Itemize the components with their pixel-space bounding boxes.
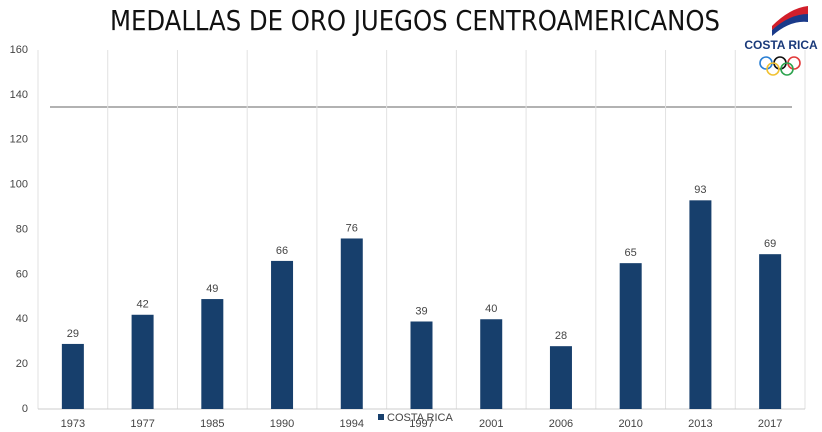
bar	[201, 299, 224, 409]
bar	[759, 254, 782, 409]
data-label: 65	[625, 247, 637, 259]
y-tick-label: 160	[10, 44, 28, 56]
data-label: 39	[415, 305, 427, 317]
y-tick-label: 40	[16, 313, 28, 325]
y-tick-label: 140	[10, 89, 28, 101]
x-tick-label: 1997	[409, 418, 433, 430]
x-tick-label: 2010	[618, 418, 642, 430]
bar	[131, 314, 154, 409]
data-label: 76	[346, 222, 358, 234]
data-label: 28	[555, 330, 567, 342]
data-label: 42	[136, 299, 148, 311]
x-tick-label: 1985	[200, 418, 224, 430]
bar	[480, 319, 503, 409]
x-tick-label: 2013	[688, 418, 712, 430]
x-tick-label: 2006	[549, 418, 573, 430]
bar	[410, 321, 433, 409]
x-tick-label: 1990	[270, 418, 294, 430]
x-tick-label: 2017	[758, 418, 782, 430]
data-label: 66	[276, 245, 288, 257]
bar	[619, 263, 642, 409]
y-tick-label: 80	[16, 223, 28, 235]
x-tick-label: 1994	[340, 418, 364, 430]
y-tick-label: 60	[16, 268, 28, 280]
bar	[61, 343, 84, 409]
logo	[759, 6, 808, 76]
legend-swatch	[378, 414, 384, 420]
legend-label: COSTA RICA	[387, 412, 453, 424]
x-tick-label: 2001	[479, 418, 503, 430]
y-tick-label: 100	[10, 179, 28, 191]
x-tick-label: 1973	[61, 418, 85, 430]
chart-title: MEDALLAS DE ORO JUEGOS CENTROAMERICANOS	[110, 4, 720, 37]
data-label: 29	[67, 328, 79, 340]
bar	[549, 346, 572, 409]
data-label: 69	[764, 238, 776, 250]
bar	[340, 238, 363, 409]
data-label: 40	[485, 303, 497, 315]
y-tick-label: 20	[16, 358, 28, 370]
data-label: 49	[206, 283, 218, 295]
bar	[271, 260, 294, 409]
y-tick-label: 0	[22, 403, 28, 415]
bar	[689, 200, 712, 409]
logo-text: COSTA RICA	[744, 38, 818, 52]
x-tick-label: 1977	[130, 418, 154, 430]
data-label: 93	[694, 184, 706, 196]
y-tick-label: 120	[10, 134, 28, 146]
